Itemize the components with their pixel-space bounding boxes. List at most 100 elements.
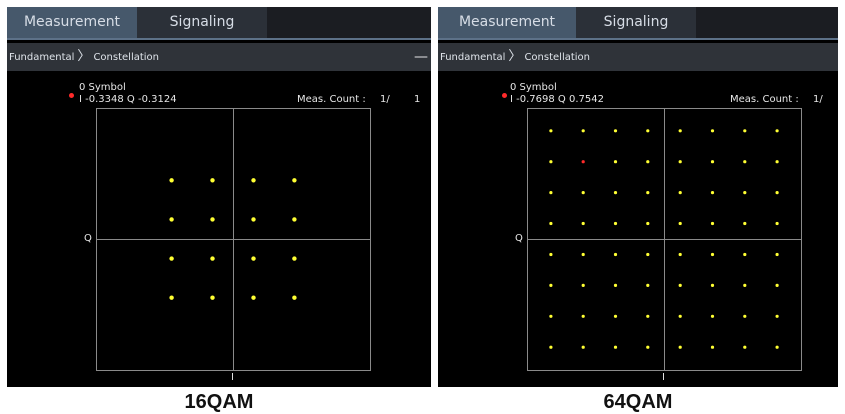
symbol-point bbox=[549, 191, 553, 195]
tab-measurement[interactable]: Measurement bbox=[438, 7, 576, 38]
symbol-point bbox=[646, 345, 650, 349]
marker-symbol: 0 Symbol bbox=[79, 82, 126, 93]
chevron-right-icon: 〉 bbox=[77, 49, 91, 64]
symbol-point bbox=[775, 129, 779, 133]
symbol-point bbox=[775, 345, 779, 349]
breadcrumb-constellation[interactable]: Constellation bbox=[93, 52, 159, 63]
constellation-panel-16qam: Measurement Signaling Fundamental 〉 Conste… bbox=[7, 7, 431, 387]
symbol-point bbox=[613, 283, 618, 287]
symbol-point bbox=[613, 191, 618, 195]
q-axis-label: Q bbox=[84, 233, 92, 244]
breadcrumb: Fundamental 〉 Constellation — bbox=[7, 43, 431, 71]
marker-iq-readout: I -0.7698 Q 0.7542 bbox=[510, 94, 604, 105]
symbol-point bbox=[292, 295, 297, 300]
symbol-point bbox=[646, 283, 650, 287]
constellation-plot bbox=[96, 108, 371, 371]
symbol-point bbox=[743, 129, 747, 133]
symbol-point bbox=[710, 283, 715, 287]
symbol-point bbox=[743, 160, 747, 164]
symbol-point bbox=[292, 178, 297, 183]
symbol-point bbox=[775, 314, 779, 318]
symbol-point bbox=[710, 129, 715, 133]
symbol-point bbox=[251, 217, 256, 222]
symbol-point bbox=[549, 160, 553, 164]
symbol-point bbox=[210, 295, 215, 300]
symbol-point bbox=[169, 295, 174, 300]
symbol-point bbox=[292, 256, 297, 261]
marker-dot-icon bbox=[502, 93, 507, 98]
breadcrumb-fundamental[interactable]: Fundamental bbox=[9, 52, 75, 63]
symbol-point bbox=[646, 129, 650, 133]
symbol-point bbox=[613, 221, 618, 226]
symbol-point bbox=[775, 283, 779, 287]
symbol-point bbox=[581, 345, 585, 349]
symbol-point bbox=[710, 221, 715, 226]
caption-16qam: 16QAM bbox=[184, 391, 254, 413]
symbol-point bbox=[710, 252, 715, 257]
symbol-point bbox=[646, 252, 650, 257]
i-axis-label: I bbox=[662, 372, 665, 383]
constellation-plot bbox=[527, 108, 802, 371]
symbol-point bbox=[678, 221, 682, 226]
marker-symbol-point bbox=[581, 160, 585, 164]
symbol-point bbox=[646, 221, 650, 226]
symbol-point bbox=[251, 178, 256, 183]
constellation-points bbox=[169, 178, 297, 300]
constellation-panel-64qam: Measurement Signaling Fundamental 〉 Conste… bbox=[438, 7, 838, 387]
symbol-point bbox=[646, 314, 650, 318]
symbol-point bbox=[678, 345, 682, 349]
symbol-point bbox=[549, 283, 553, 287]
tab-divider bbox=[438, 38, 838, 40]
i-axis-line bbox=[97, 239, 370, 240]
symbol-point bbox=[169, 178, 174, 183]
symbol-point bbox=[549, 345, 553, 349]
meas-count-label: Meas. Count : bbox=[730, 94, 799, 105]
symbol-point bbox=[646, 160, 650, 164]
symbol-point bbox=[549, 314, 553, 318]
symbol-point bbox=[775, 191, 779, 195]
symbol-point bbox=[678, 129, 682, 133]
meas-count-value: 1/ bbox=[813, 94, 823, 105]
tab-bar: Measurement Signaling bbox=[7, 7, 431, 38]
symbol-point bbox=[581, 252, 585, 257]
symbol-point bbox=[549, 221, 553, 226]
symbol-point bbox=[581, 314, 585, 318]
symbol-point bbox=[549, 129, 553, 133]
symbol-point bbox=[613, 160, 618, 164]
symbol-point bbox=[210, 217, 215, 222]
symbol-point bbox=[743, 252, 747, 257]
marker-symbol: 0 Symbol bbox=[510, 82, 557, 93]
meas-count-value: 1/ bbox=[380, 94, 390, 105]
symbol-point bbox=[292, 217, 297, 222]
symbol-point bbox=[743, 283, 747, 287]
tab-signaling[interactable]: Signaling bbox=[576, 7, 696, 38]
breadcrumb-constellation[interactable]: Constellation bbox=[524, 52, 590, 63]
symbol-point bbox=[775, 252, 779, 257]
symbol-point bbox=[251, 256, 256, 261]
symbol-point bbox=[710, 314, 715, 318]
symbol-point bbox=[743, 314, 747, 318]
tab-measurement[interactable]: Measurement bbox=[7, 7, 137, 38]
symbol-point bbox=[678, 252, 682, 257]
meas-count-total: 1 bbox=[414, 94, 421, 105]
marker-dot-icon bbox=[69, 93, 74, 98]
symbol-point bbox=[775, 160, 779, 164]
symbol-point bbox=[549, 252, 553, 257]
symbol-point bbox=[169, 256, 174, 261]
tab-bar: Measurement Signaling bbox=[438, 7, 838, 38]
symbol-point bbox=[710, 345, 715, 349]
symbol-point bbox=[613, 252, 618, 257]
breadcrumb-fundamental[interactable]: Fundamental bbox=[440, 52, 506, 63]
symbol-point bbox=[581, 191, 585, 195]
symbol-point bbox=[169, 217, 174, 222]
breadcrumb-extra[interactable]: — bbox=[414, 49, 428, 65]
tab-signaling[interactable]: Signaling bbox=[137, 7, 267, 38]
breadcrumb: Fundamental 〉 Constellation bbox=[438, 43, 838, 71]
symbol-point bbox=[743, 191, 747, 195]
symbol-point bbox=[251, 295, 256, 300]
symbol-point bbox=[678, 191, 682, 195]
symbol-point bbox=[613, 345, 618, 349]
symbol-point bbox=[613, 314, 618, 318]
symbol-point bbox=[678, 160, 682, 164]
symbol-point bbox=[210, 178, 215, 183]
